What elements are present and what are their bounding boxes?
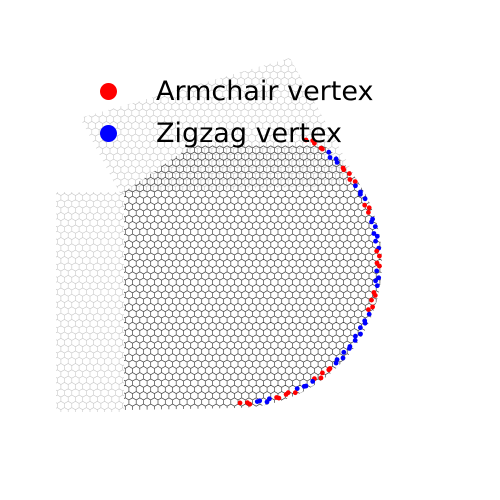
- zigzag-vertex: [374, 268, 380, 274]
- zigzag-vertex: [366, 311, 372, 317]
- zigzag-vertex: [358, 325, 363, 331]
- zigzag-vertex: [372, 224, 378, 230]
- armchair-marker-icon: [100, 82, 117, 100]
- zigzag-vertex: [358, 191, 363, 197]
- zigzag-marker-icon: [100, 124, 117, 142]
- zigzag-vertex: [352, 338, 358, 343]
- armchair-vertex: [366, 307, 371, 312]
- zigzag-vertex: [254, 399, 260, 404]
- zigzag-vertex: [373, 238, 378, 244]
- legend-item-zigzag: Zigzag vertex: [90, 112, 373, 154]
- armchair-vertex: [303, 137, 309, 143]
- armchair-vertex: [377, 253, 382, 259]
- zigzag-vertex: [369, 219, 374, 225]
- zigzag-vertex: [310, 379, 316, 384]
- armchair-vertex: [283, 392, 289, 397]
- armchair-vertex: [374, 248, 380, 254]
- zigzag-vertex: [333, 360, 339, 366]
- armchair-vertex: [320, 146, 325, 152]
- zigzag-vertex: [347, 346, 352, 351]
- armchair-vertex: [292, 390, 298, 396]
- armchair-vertex: [237, 400, 243, 406]
- zigzag-vertex: [376, 275, 382, 281]
- armchair-vertex: [366, 210, 371, 215]
- armchair-vertex: [312, 140, 317, 146]
- zigzag-vertex: [371, 231, 377, 236]
- zigzag-vertex: [362, 320, 368, 326]
- zigzag-vertex: [326, 149, 332, 155]
- zigzag-vertex: [353, 333, 358, 339]
- legend-label-armchair: Armchair vertex: [156, 75, 374, 107]
- zigzag-vertex: [264, 399, 270, 405]
- armchair-vertex: [318, 375, 324, 381]
- zigzag-vertex: [374, 283, 380, 289]
- zigzag-vertex: [358, 331, 363, 337]
- legend: Armchair vertex Zigzag vertex: [90, 70, 373, 154]
- zigzag-vertex: [373, 278, 378, 284]
- edge-vertices: [237, 137, 382, 407]
- armchair-vertex: [347, 171, 352, 177]
- armchair-vertex: [245, 400, 250, 406]
- armchair-vertex: [352, 179, 358, 185]
- armchair-vertex: [362, 202, 368, 208]
- zigzag-vertex: [334, 160, 340, 165]
- zigzag-vertex: [301, 384, 307, 389]
- zigzag-vertex: [327, 155, 333, 160]
- armchair-vertex: [366, 205, 372, 211]
- zigzag-vertex: [374, 233, 380, 239]
- armchair-vertex: [347, 177, 353, 182]
- legend-label-zigzag: Zigzag vertex: [156, 117, 342, 149]
- zigzag-vertex: [340, 355, 346, 361]
- zigzag-vertex: [353, 183, 358, 189]
- armchair-vertex: [372, 293, 378, 298]
- zigzag-vertex: [294, 386, 300, 391]
- armchair-vertex: [370, 304, 375, 310]
- armchair-vertex: [377, 263, 382, 269]
- legend-item-armchair: Armchair vertex: [90, 70, 373, 112]
- armchair-vertex: [320, 370, 325, 376]
- zigzag-vertex: [362, 196, 368, 202]
- armchair-vertex: [274, 395, 279, 400]
- faded-lattice-left: [56, 192, 124, 412]
- armchair-vertex: [341, 167, 347, 173]
- armchair-vertex: [326, 367, 332, 373]
- armchair-vertex: [369, 297, 374, 303]
- zigzag-vertex: [341, 349, 347, 355]
- main-lattice-region: [124, 145, 382, 410]
